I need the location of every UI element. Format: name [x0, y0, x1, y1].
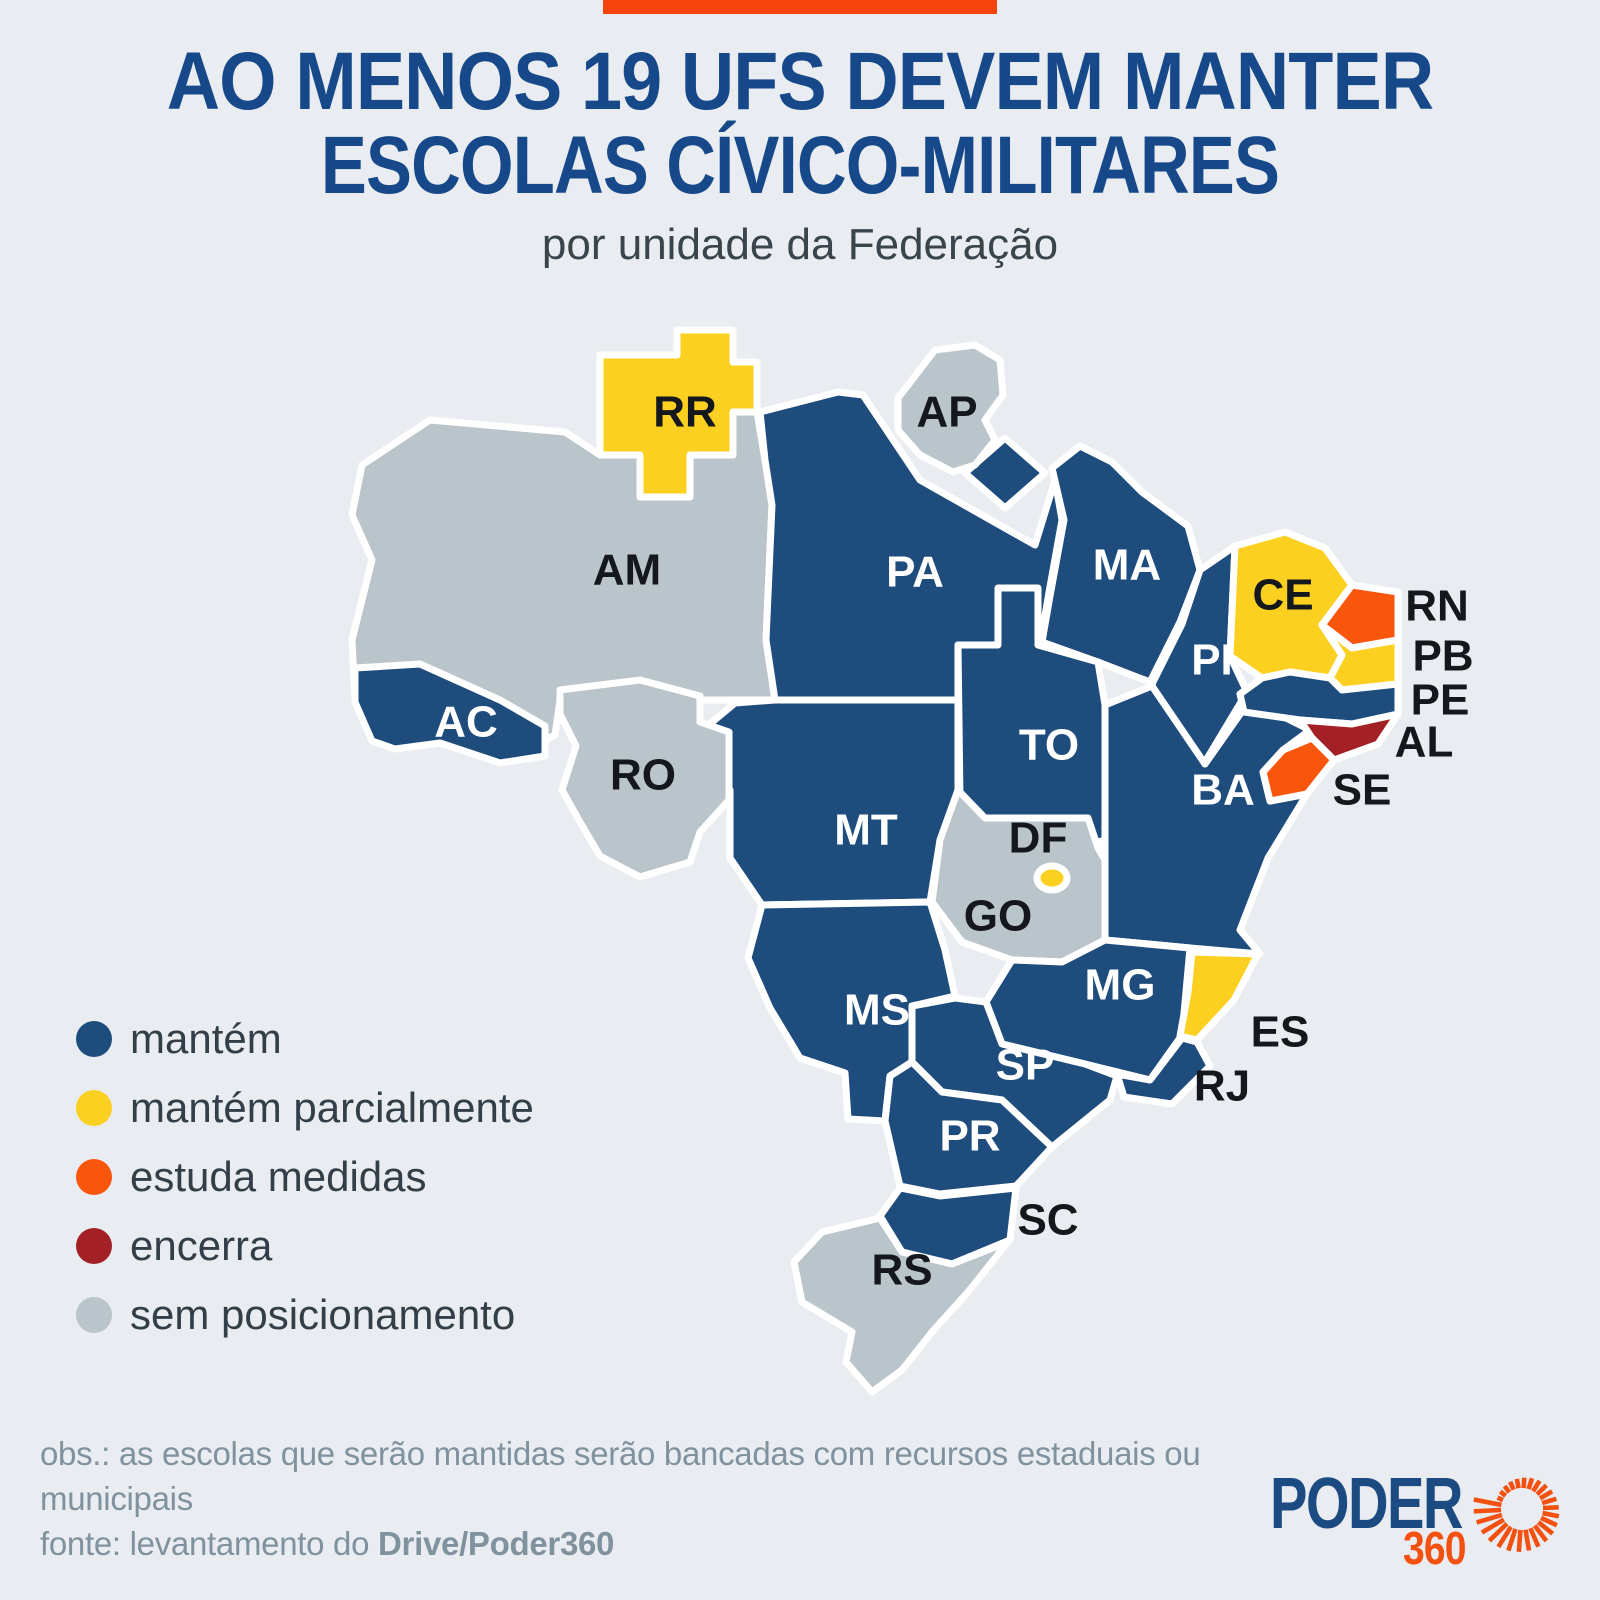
- poder360-logo: PODER 360: [1240, 1455, 1580, 1585]
- legend-dot-estuda_medidas: [76, 1158, 112, 1195]
- starburst-ray: [1506, 1528, 1518, 1552]
- starburst-ray: [1540, 1515, 1558, 1528]
- title-line1: AO MENOS 19 UFS DEVEM MANTER: [166, 36, 1434, 127]
- legend-item-mantem: mantém: [76, 1004, 534, 1073]
- state-label-PB: PB: [1412, 632, 1473, 681]
- state-label-DF: DF: [1009, 814, 1068, 863]
- state-label-MA: MA: [1093, 541, 1161, 590]
- starburst-ray: [1473, 1507, 1502, 1514]
- starburst-ray: [1514, 1478, 1521, 1489]
- state-ES: [1176, 948, 1262, 1044]
- state-label-RN: RN: [1405, 582, 1469, 631]
- legend-item-mantem_parcialmente: mantém parcialmente: [76, 1073, 534, 1142]
- state-RR: [596, 326, 761, 501]
- state-label-AL: AL: [1395, 718, 1454, 767]
- state-label-PE: PE: [1411, 676, 1470, 725]
- starburst-ray: [1538, 1489, 1554, 1501]
- state-label-GO: GO: [964, 892, 1032, 941]
- footnote: obs.: as escolas que serão mantidas serã…: [40, 1431, 1201, 1566]
- starburst-ray: [1502, 1484, 1512, 1494]
- state-label-BA: BA: [1191, 766, 1255, 815]
- starburst-icon: [1473, 1477, 1560, 1552]
- legend-item-sem_posicionamento: sem posicionamento: [76, 1280, 534, 1349]
- state-RS: [790, 1214, 1012, 1396]
- state-AC: [351, 660, 549, 767]
- state-SE: [1259, 734, 1338, 805]
- legend-dot-sem_posicionamento: [76, 1296, 112, 1333]
- state-label-SP: SP: [996, 1041, 1055, 1090]
- accent-bar: [603, 0, 997, 14]
- starburst-ray: [1487, 1522, 1509, 1543]
- state-label-SE: SE: [1333, 766, 1392, 815]
- note-line2: municipais: [40, 1480, 193, 1517]
- legend: mantém mantém parcialmente estuda medidas e…: [76, 1004, 534, 1349]
- state-label-PA: PA: [886, 548, 944, 597]
- state-label-TO: TO: [1019, 721, 1079, 770]
- state-AP: [894, 341, 1007, 476]
- legend-label: mantém: [130, 1014, 282, 1062]
- footer: obs.: as escolas que serão mantidas serã…: [0, 1425, 1600, 1600]
- starburst-ray: [1498, 1489, 1508, 1498]
- state-label-ES: ES: [1251, 1008, 1310, 1057]
- state-label-AP: AP: [916, 388, 977, 437]
- state-label-RR: RR: [653, 388, 717, 437]
- legend-dot-encerra: [76, 1227, 112, 1264]
- legend-label: encerra: [130, 1221, 273, 1269]
- starburst-ray: [1496, 1525, 1513, 1549]
- state-RO: [556, 676, 733, 881]
- state-label-MG: MG: [1085, 961, 1156, 1010]
- state-PR: [881, 1058, 1056, 1198]
- state-label-RJ: RJ: [1194, 1062, 1250, 1111]
- subtitle: por unidade da Federação: [541, 220, 1059, 269]
- logo-number: 360: [1403, 1522, 1467, 1574]
- starburst-ray: [1526, 1477, 1535, 1490]
- note-line1: obs.: as escolas que serão mantidas serã…: [40, 1435, 1201, 1472]
- starburst-ray: [1528, 1527, 1541, 1548]
- source-prefix: fonte: levantamento do: [40, 1525, 379, 1562]
- starburst-ray: [1542, 1510, 1560, 1519]
- source-line: fonte: levantamento do Drive/Poder360: [40, 1521, 1200, 1566]
- state-label-SC: SC: [1017, 1196, 1078, 1245]
- state-DF-dot: [1033, 862, 1071, 894]
- starburst-ray: [1531, 1479, 1542, 1493]
- title-line2: ESCOLAS CÍVICO-MILITARES: [320, 120, 1280, 211]
- legend-dot-mantem: [76, 1020, 112, 1057]
- source-bold: Drive/Poder360: [378, 1525, 615, 1562]
- starburst-ray: [1475, 1512, 1503, 1525]
- state-RJ: [1113, 1034, 1214, 1108]
- logo-word: PODER: [1270, 1464, 1463, 1544]
- state-label-PR: PR: [939, 1112, 1000, 1161]
- starburst-ray: [1508, 1480, 1516, 1491]
- starburst-ray: [1532, 1524, 1549, 1543]
- legend-item-estuda_medidas: estuda medidas: [76, 1142, 534, 1211]
- starburst-ray: [1480, 1517, 1506, 1535]
- page-title: AO MENOS 19 UFS DEVEM MANTER ESCOLAS CÍV…: [0, 40, 1600, 208]
- starburst-ray: [1521, 1477, 1527, 1489]
- legend-dot-mantem_parcialmente: [76, 1089, 112, 1126]
- starburst-ray: [1536, 1520, 1555, 1536]
- legend-label: mantém parcialmente: [130, 1083, 534, 1131]
- starburst-ray: [1473, 1497, 1502, 1508]
- state-label-MS: MS: [844, 986, 910, 1035]
- starburst-ray: [1496, 1495, 1504, 1503]
- starburst-ray: [1541, 1496, 1558, 1506]
- starburst-ray: [1535, 1483, 1549, 1496]
- state-label-RS: RS: [871, 1246, 932, 1295]
- state-label-RO: RO: [610, 751, 676, 800]
- legend-item-encerra: encerra: [76, 1211, 534, 1280]
- state-label-PI: PI: [1191, 636, 1233, 685]
- starburst-ray: [1523, 1529, 1532, 1551]
- header: AO MENOS 19 UFS DEVEM MANTER ESCOLAS CÍV…: [0, 40, 1600, 270]
- starburst-ray: [1542, 1504, 1559, 1511]
- state-label-AC: AC: [434, 698, 498, 747]
- starburst-ray: [1516, 1529, 1523, 1552]
- state-MT: [696, 696, 962, 909]
- state-label-MT: MT: [834, 806, 898, 855]
- legend-label: estuda medidas: [130, 1152, 427, 1200]
- state-label-AM: AM: [593, 546, 661, 595]
- state-label-CE: CE: [1252, 571, 1313, 620]
- legend-label: sem posicionamento: [130, 1290, 516, 1338]
